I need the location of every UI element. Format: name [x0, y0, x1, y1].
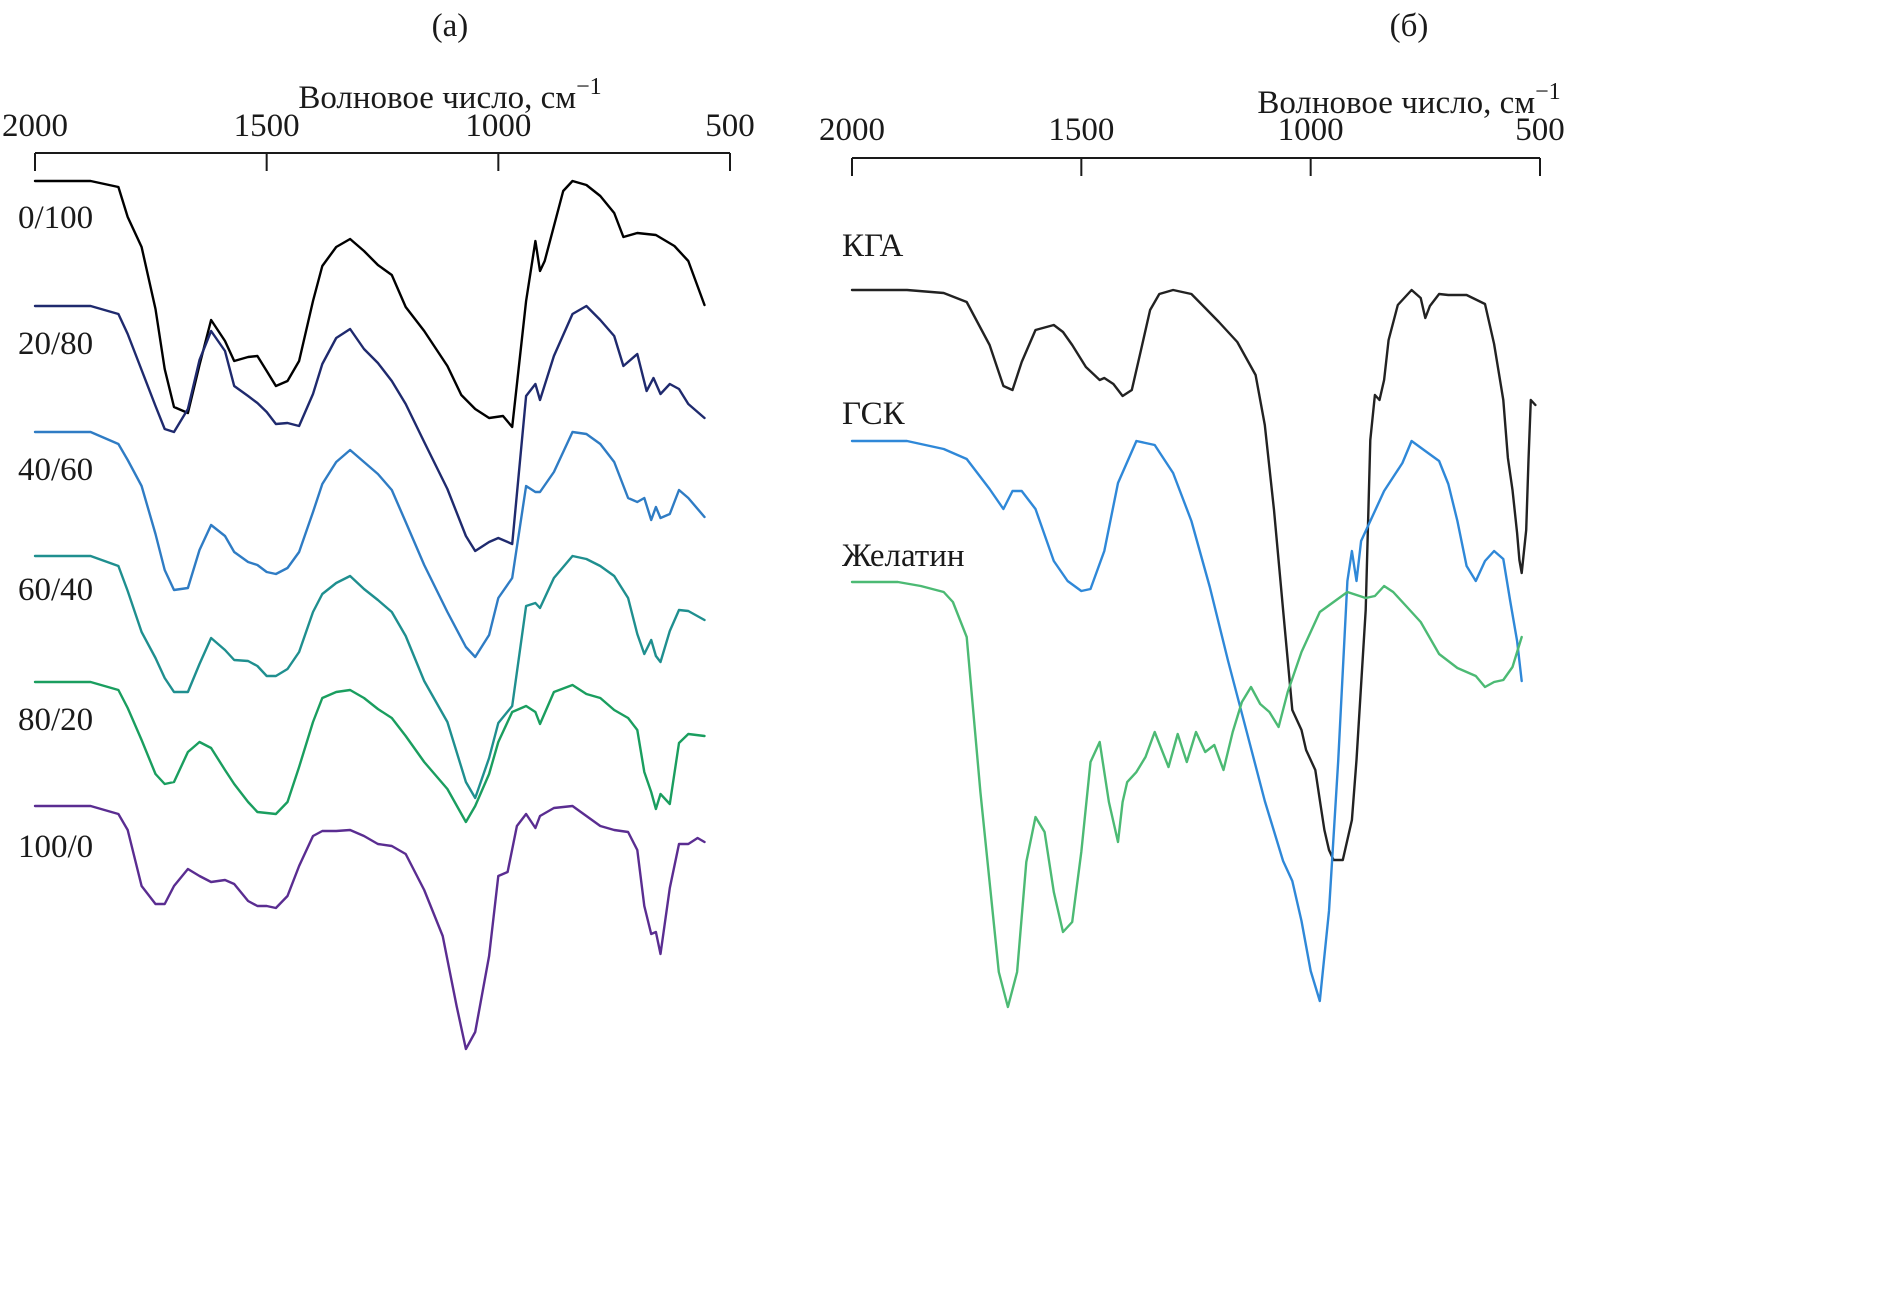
panel-b-series-3-label: Желатин — [842, 538, 965, 574]
panel-a-x-tick-label-1500: 1500 — [234, 108, 300, 144]
panel-a-series-5-label: 80/20 — [18, 702, 93, 738]
panel-b-x-axis-title: Волновое число, см−1 — [1257, 79, 1560, 121]
panel-a-series-5-line — [33, 680, 706, 824]
panel-a-x-tick-label-500: 500 — [705, 108, 755, 144]
panel-b-series-3-line — [850, 580, 1523, 1009]
panel-a-series-2-label: 20/80 — [18, 326, 93, 362]
panel-b-x-tick-label-500: 500 — [1515, 112, 1565, 148]
panel-a-series-4-line — [33, 554, 706, 800]
panel-b: (б) Волновое число, см−1 2000 1500 1000 500… — [819, 8, 1565, 1009]
panel-b-label: (б) — [1390, 8, 1429, 44]
panel-a-x-axis-title-text: Волновое число, см — [298, 80, 576, 116]
panel-b-series-1-line — [850, 288, 1537, 862]
panel-b-series-1-label: КГА — [842, 228, 903, 264]
panel-a: (а) Волновое число, см−1 2000 1500 1000 500… — [2, 8, 755, 1051]
panel-a-series-1-label: 0/100 — [18, 200, 93, 236]
panel-a-series-6-label: 100/0 — [18, 829, 93, 865]
panel-b-x-tick-label-2000: 2000 — [819, 112, 885, 148]
panel-a-x-axis-title-unit-exponent: −1 — [576, 74, 602, 100]
panel-a-series-2-line — [33, 304, 706, 553]
panel-a-x-axis-title: Волновое число, см−1 — [298, 74, 601, 116]
panel-a-series-1-line — [33, 179, 706, 429]
panel-a-series-group: 0/100 20/80 40/60 60/40 80/20 100/0 — [18, 179, 706, 1051]
panel-b-x-axis-title-text: Волновое число, см — [1257, 85, 1535, 121]
panel-b-x-tick-label-1000: 1000 — [1278, 112, 1344, 148]
panel-b-x-axis: 2000 1500 1000 500 — [819, 112, 1565, 176]
panel-b-x-axis-title-unit-exponent: −1 — [1535, 79, 1561, 105]
panel-b-x-tick-label-1500: 1500 — [1048, 112, 1114, 148]
panel-a-series-3-label: 40/60 — [18, 452, 93, 488]
panel-a-series-3-line — [33, 430, 706, 659]
panel-a-x-tick-label-1000: 1000 — [465, 108, 531, 144]
panel-a-series-6-line — [33, 804, 706, 1051]
panel-b-series-2-line — [850, 439, 1523, 1003]
panel-a-label: (а) — [432, 8, 469, 44]
panel-a-x-tick-label-2000: 2000 — [2, 108, 68, 144]
panel-b-series-group: КГА ГСК Желатин — [842, 228, 1537, 1009]
panel-a-series-4-label: 60/40 — [18, 572, 93, 608]
panel-a-x-axis: 2000 1500 1000 500 — [2, 108, 755, 171]
panel-b-series-2-label: ГСК — [842, 396, 906, 432]
